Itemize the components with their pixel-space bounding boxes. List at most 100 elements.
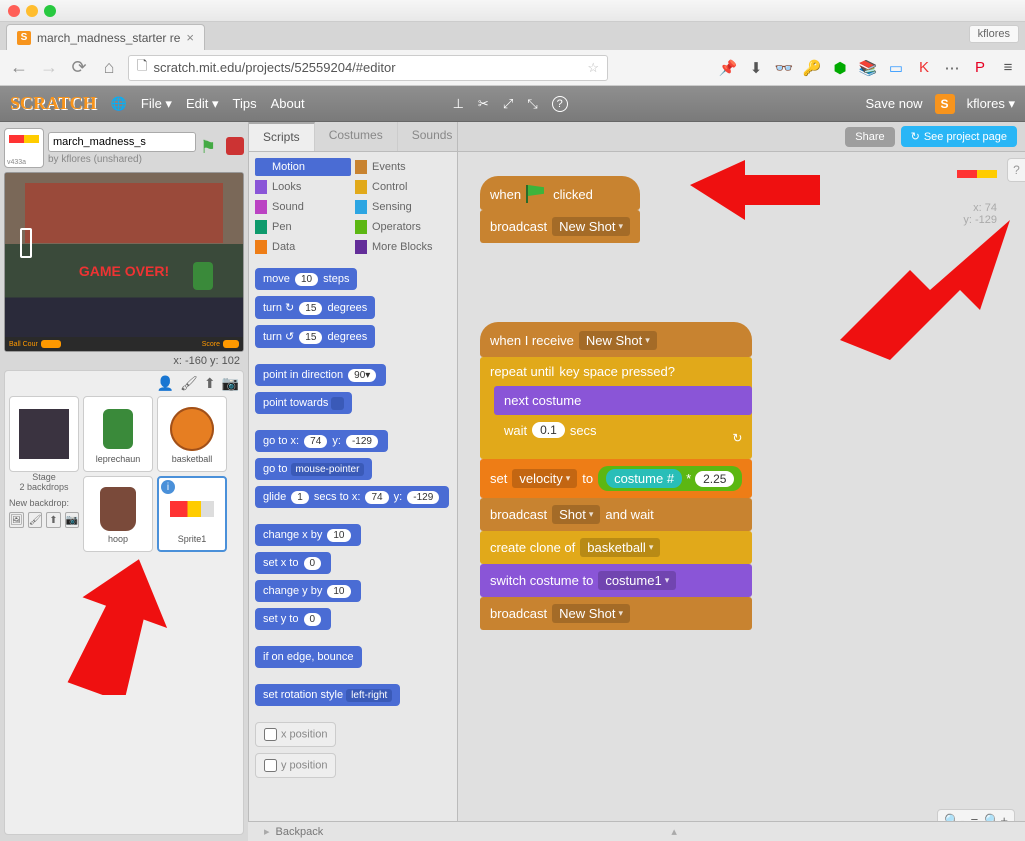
tips-menu[interactable]: Tips [233, 96, 257, 111]
tab-costumes[interactable]: Costumes [315, 122, 398, 151]
switch-costume-block[interactable]: switch costume to costume1 [480, 564, 752, 597]
category-operators[interactable]: Operators [355, 218, 451, 236]
broadcast-block[interactable]: broadcast New Shot [480, 597, 752, 630]
reporter-checkbox[interactable] [264, 728, 277, 741]
palette-block[interactable]: go to mouse-pointer [255, 458, 372, 480]
category-looks[interactable]: Looks [255, 178, 351, 196]
reporter-checkbox[interactable] [264, 759, 277, 772]
camera-backdrop-icon[interactable]: 📷 [65, 512, 79, 528]
ext-icon[interactable]: ▭ [887, 59, 905, 77]
category-data[interactable]: Data [255, 238, 351, 256]
sprite-info-icon[interactable]: i [161, 480, 175, 494]
category-more-blocks[interactable]: More Blocks [355, 238, 451, 256]
backpack-bar[interactable]: ▸ Backpack ▴ [248, 821, 1025, 841]
duplicate-tool-icon[interactable]: ✂ [478, 96, 489, 112]
category-motion[interactable]: Motion [255, 158, 351, 176]
see-project-page-button[interactable]: ↻ See project page [901, 126, 1017, 147]
ext-icon[interactable]: 👓 [775, 59, 793, 77]
palette-block[interactable]: turn ↺ 15 degrees [255, 325, 375, 348]
edit-menu[interactable]: Edit ▾ [186, 96, 219, 112]
sprite-item-hoop[interactable]: hoop [83, 476, 153, 552]
broadcast-and-wait-block[interactable]: broadcast Shot and wait [480, 498, 752, 531]
bookmark-star-icon[interactable]: ☆ [587, 60, 599, 76]
upload-sprite-icon[interactable]: ⬆ [204, 375, 216, 392]
create-clone-block[interactable]: create clone of basketball [480, 531, 752, 564]
browser-tab[interactable]: S march_madness_starter re × [6, 24, 205, 50]
stage-thumbnail[interactable] [9, 396, 79, 472]
stage-preview[interactable]: GAME OVER! Ball Cour Score [4, 172, 244, 352]
palette-block[interactable]: point in direction 90▾ [255, 364, 386, 386]
script-canvas[interactable]: ? x: 74y: -129 when clicked broadcast Ne… [458, 152, 1025, 841]
chrome-menu-icon[interactable]: ≡ [999, 59, 1017, 77]
chrome-user-badge[interactable]: kflores [969, 25, 1019, 43]
palette-block[interactable]: set x to 0 [255, 552, 331, 574]
tab-scripts[interactable]: Scripts [249, 122, 315, 151]
palette-block[interactable]: glide 1 secs to x: 74 y: -129 [255, 486, 449, 508]
back-button[interactable]: ← [8, 57, 30, 79]
category-control[interactable]: Control [355, 178, 451, 196]
paint-sprite-icon[interactable]: 🖌 [180, 375, 198, 392]
key-pressed-boolean[interactable]: key space pressed? [559, 364, 675, 379]
upload-backdrop-icon[interactable]: ⬆ [46, 512, 60, 528]
wait-block[interactable]: wait 0.1 secs [494, 415, 752, 445]
share-button[interactable]: Share [845, 127, 894, 147]
category-events[interactable]: Events [355, 158, 451, 176]
sprite-item-basketball[interactable]: basketball [157, 396, 227, 472]
user-avatar-icon[interactable]: S [935, 94, 955, 114]
set-variable-block[interactable]: set velocity to costume # * 2.25 [480, 459, 752, 498]
palette-block[interactable]: change y by 10 [255, 580, 361, 602]
palette-block[interactable]: y position [255, 753, 336, 778]
help-tool-icon[interactable]: ? [552, 96, 568, 112]
paint-backdrop-icon[interactable]: 🖌 [28, 512, 43, 528]
about-menu[interactable]: About [271, 96, 305, 111]
script-stack[interactable]: when clicked broadcast New Shot [480, 176, 640, 243]
tab-close-icon[interactable]: × [186, 30, 194, 45]
ext-icon[interactable]: 📌 [719, 59, 737, 77]
save-now-button[interactable]: Save now [865, 96, 922, 111]
user-menu[interactable]: kflores ▾ [967, 96, 1015, 112]
palette-block[interactable]: if on edge, bounce [255, 646, 362, 668]
maximize-window-button[interactable] [44, 5, 56, 17]
palette-block[interactable]: turn ↻ 15 degrees [255, 296, 375, 319]
close-window-button[interactable] [8, 5, 20, 17]
when-flag-clicked-block[interactable]: when clicked [480, 176, 640, 210]
project-title-input[interactable] [48, 132, 196, 152]
help-drawer-icon[interactable]: ? [1007, 158, 1025, 182]
palette-block[interactable]: set rotation style left-right [255, 684, 400, 706]
minimize-window-button[interactable] [26, 5, 38, 17]
script-stack[interactable]: when I receive New Shot repeat until key… [480, 322, 752, 630]
ext-pinterest-icon[interactable]: P [971, 59, 989, 77]
repeat-until-block[interactable]: repeat until key space pressed? next cos… [480, 357, 752, 459]
broadcast-block[interactable]: broadcast New Shot [480, 210, 640, 243]
globe-icon[interactable]: 🌐 [111, 96, 127, 112]
palette-block[interactable]: go to x: 74 y: -129 [255, 430, 388, 452]
sprite-item-Sprite1[interactable]: iSprite1 [157, 476, 227, 552]
home-button[interactable]: ⌂ [98, 57, 120, 79]
ext-icon[interactable]: 🔑 [803, 59, 821, 77]
category-sound[interactable]: Sound [255, 198, 351, 216]
green-flag-button[interactable]: ⚑ [200, 137, 222, 159]
palette-block[interactable]: set y to 0 [255, 608, 331, 630]
reload-button[interactable]: ⟳ [68, 57, 90, 79]
tab-sounds[interactable]: Sounds [398, 122, 468, 151]
block-palette[interactable]: move 10 stepsturn ↻ 15 degreesturn ↺ 15 … [249, 264, 457, 841]
ext-icon[interactable]: ⋯ [943, 59, 961, 77]
stamp-tool-icon[interactable]: ⊥ [453, 96, 464, 112]
ext-icon[interactable]: 📚 [859, 59, 877, 77]
shrink-tool-icon[interactable]: ⤡ [527, 96, 537, 112]
stop-button[interactable] [226, 137, 244, 155]
category-sensing[interactable]: Sensing [355, 198, 451, 216]
palette-block[interactable]: point towards [255, 392, 352, 414]
palette-block[interactable]: change x by 10 [255, 524, 361, 546]
multiply-operator[interactable]: costume # * 2.25 [598, 466, 742, 491]
when-i-receive-block[interactable]: when I receive New Shot [480, 322, 752, 357]
ext-icon[interactable]: ⬢ [831, 59, 849, 77]
sprite-item-leprechaun[interactable]: leprechaun [83, 396, 153, 472]
scratch-logo[interactable]: SCRATCH [10, 93, 97, 114]
camera-sprite-icon[interactable]: 📷 [222, 375, 239, 392]
file-menu[interactable]: File ▾ [141, 96, 172, 112]
next-costume-block[interactable]: next costume [494, 386, 752, 415]
category-pen[interactable]: Pen [255, 218, 351, 236]
ext-icon[interactable]: ⬇ [747, 59, 765, 77]
current-sprite-thumb[interactable]: v433a [4, 128, 44, 168]
